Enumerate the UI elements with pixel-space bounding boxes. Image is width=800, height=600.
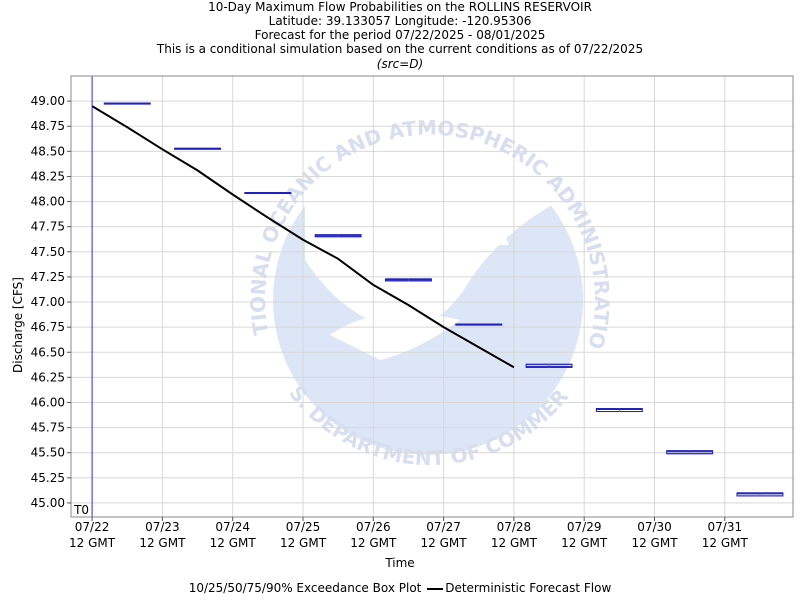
x-tick-label-time: 12 GMT — [69, 536, 116, 550]
y-tick-label: 47.25 — [31, 270, 65, 284]
box-plot — [455, 323, 503, 326]
x-tick-label-date: 07/26 — [356, 520, 391, 534]
x-tick-label-date: 07/23 — [145, 520, 180, 534]
x-tick-label-time: 12 GMT — [561, 536, 608, 550]
box-plot — [666, 450, 714, 455]
x-tick-label-time: 12 GMT — [280, 536, 327, 550]
chart-subtitle-location: Latitude: 39.133057 Longitude: -120.9530… — [268, 14, 532, 28]
chart-subtitle-conditions: This is a conditional simulation based o… — [156, 42, 644, 56]
y-tick-label: 45.25 — [31, 471, 65, 485]
y-tick-label: 46.25 — [31, 370, 65, 384]
y-tick-label: 45.75 — [31, 421, 65, 435]
x-tick-label-date: 07/22 — [75, 520, 110, 534]
chart-subtitle-period: Forecast for the period 07/22/2025 - 08/… — [254, 28, 546, 42]
box-plot — [244, 192, 292, 195]
x-tick-label-date: 07/30 — [637, 520, 672, 534]
noaa-logo-text: NOAA — [343, 201, 513, 257]
legend-line-swatch — [427, 587, 444, 590]
x-tick-label-date: 07/29 — [567, 520, 602, 534]
x-tick-label-time: 12 GMT — [491, 536, 538, 550]
y-tick-label: 46.75 — [31, 320, 65, 334]
y-tick-label: 47.50 — [31, 245, 65, 259]
y-tick-label: 48.75 — [31, 119, 65, 133]
box-plot — [174, 147, 222, 150]
box-plot-group — [103, 102, 784, 497]
x-tick-label-date: 07/24 — [215, 520, 250, 534]
y-tick-label: 47.00 — [31, 295, 65, 309]
axes-group: T0 45.00 45.25 45.50 45.75 46.00 46.25 46.50 46.… — [31, 75, 794, 550]
y-axis-title: Discharge [CFS] — [11, 277, 25, 373]
x-tick-label-time: 12 GMT — [702, 536, 749, 550]
x-tick-label-date: 07/28 — [497, 520, 532, 534]
y-tick-label: 47.75 — [31, 220, 65, 234]
box-plot — [595, 408, 643, 413]
legend-box-label: 10/25/50/75/90% Exceedance Box Plot — [188, 581, 422, 595]
y-tick-label: 46.50 — [31, 345, 65, 359]
x-tick-label-time: 12 GMT — [139, 536, 186, 550]
chart-title: 10-Day Maximum Flow Probabilities on the… — [208, 0, 592, 14]
chart-subtitle-source: (src=D) — [376, 57, 424, 71]
forecast-line — [91, 105, 515, 369]
x-tick-label-time: 12 GMT — [350, 536, 397, 550]
box-plot — [736, 492, 784, 497]
t0-label: T0 — [73, 503, 89, 517]
y-tick-label: 46.00 — [31, 395, 65, 409]
y-tick-label: 48.50 — [31, 144, 65, 158]
y-tick-label: 45.00 — [31, 496, 65, 510]
legend: 10/25/50/75/90% Exceedance Box Plot Dete… — [0, 581, 800, 595]
x-tick-label-date: 07/25 — [286, 520, 321, 534]
legend-line-label: Deterministic Forecast Flow — [445, 581, 612, 595]
box-plot — [314, 234, 362, 238]
y-tick-label: 49.00 — [31, 94, 65, 108]
y-tick-label: 45.50 — [31, 446, 65, 460]
forecast-line-group — [91, 105, 515, 369]
x-tick-label-time: 12 GMT — [421, 536, 468, 550]
box-plot — [525, 363, 573, 368]
y-tick-label: 48.25 — [31, 169, 65, 183]
x-tick-label-time: 12 GMT — [631, 536, 678, 550]
x-axis-title: Time — [385, 556, 415, 570]
box-plot — [103, 102, 151, 105]
x-tick-label-time: 12 GMT — [210, 536, 257, 550]
box-plot — [384, 278, 432, 282]
y-tick-label: 48.00 — [31, 195, 65, 209]
x-tick-label-date: 07/31 — [708, 520, 743, 534]
x-tick-label-date: 07/27 — [426, 520, 461, 534]
plot-frame — [70, 75, 794, 518]
